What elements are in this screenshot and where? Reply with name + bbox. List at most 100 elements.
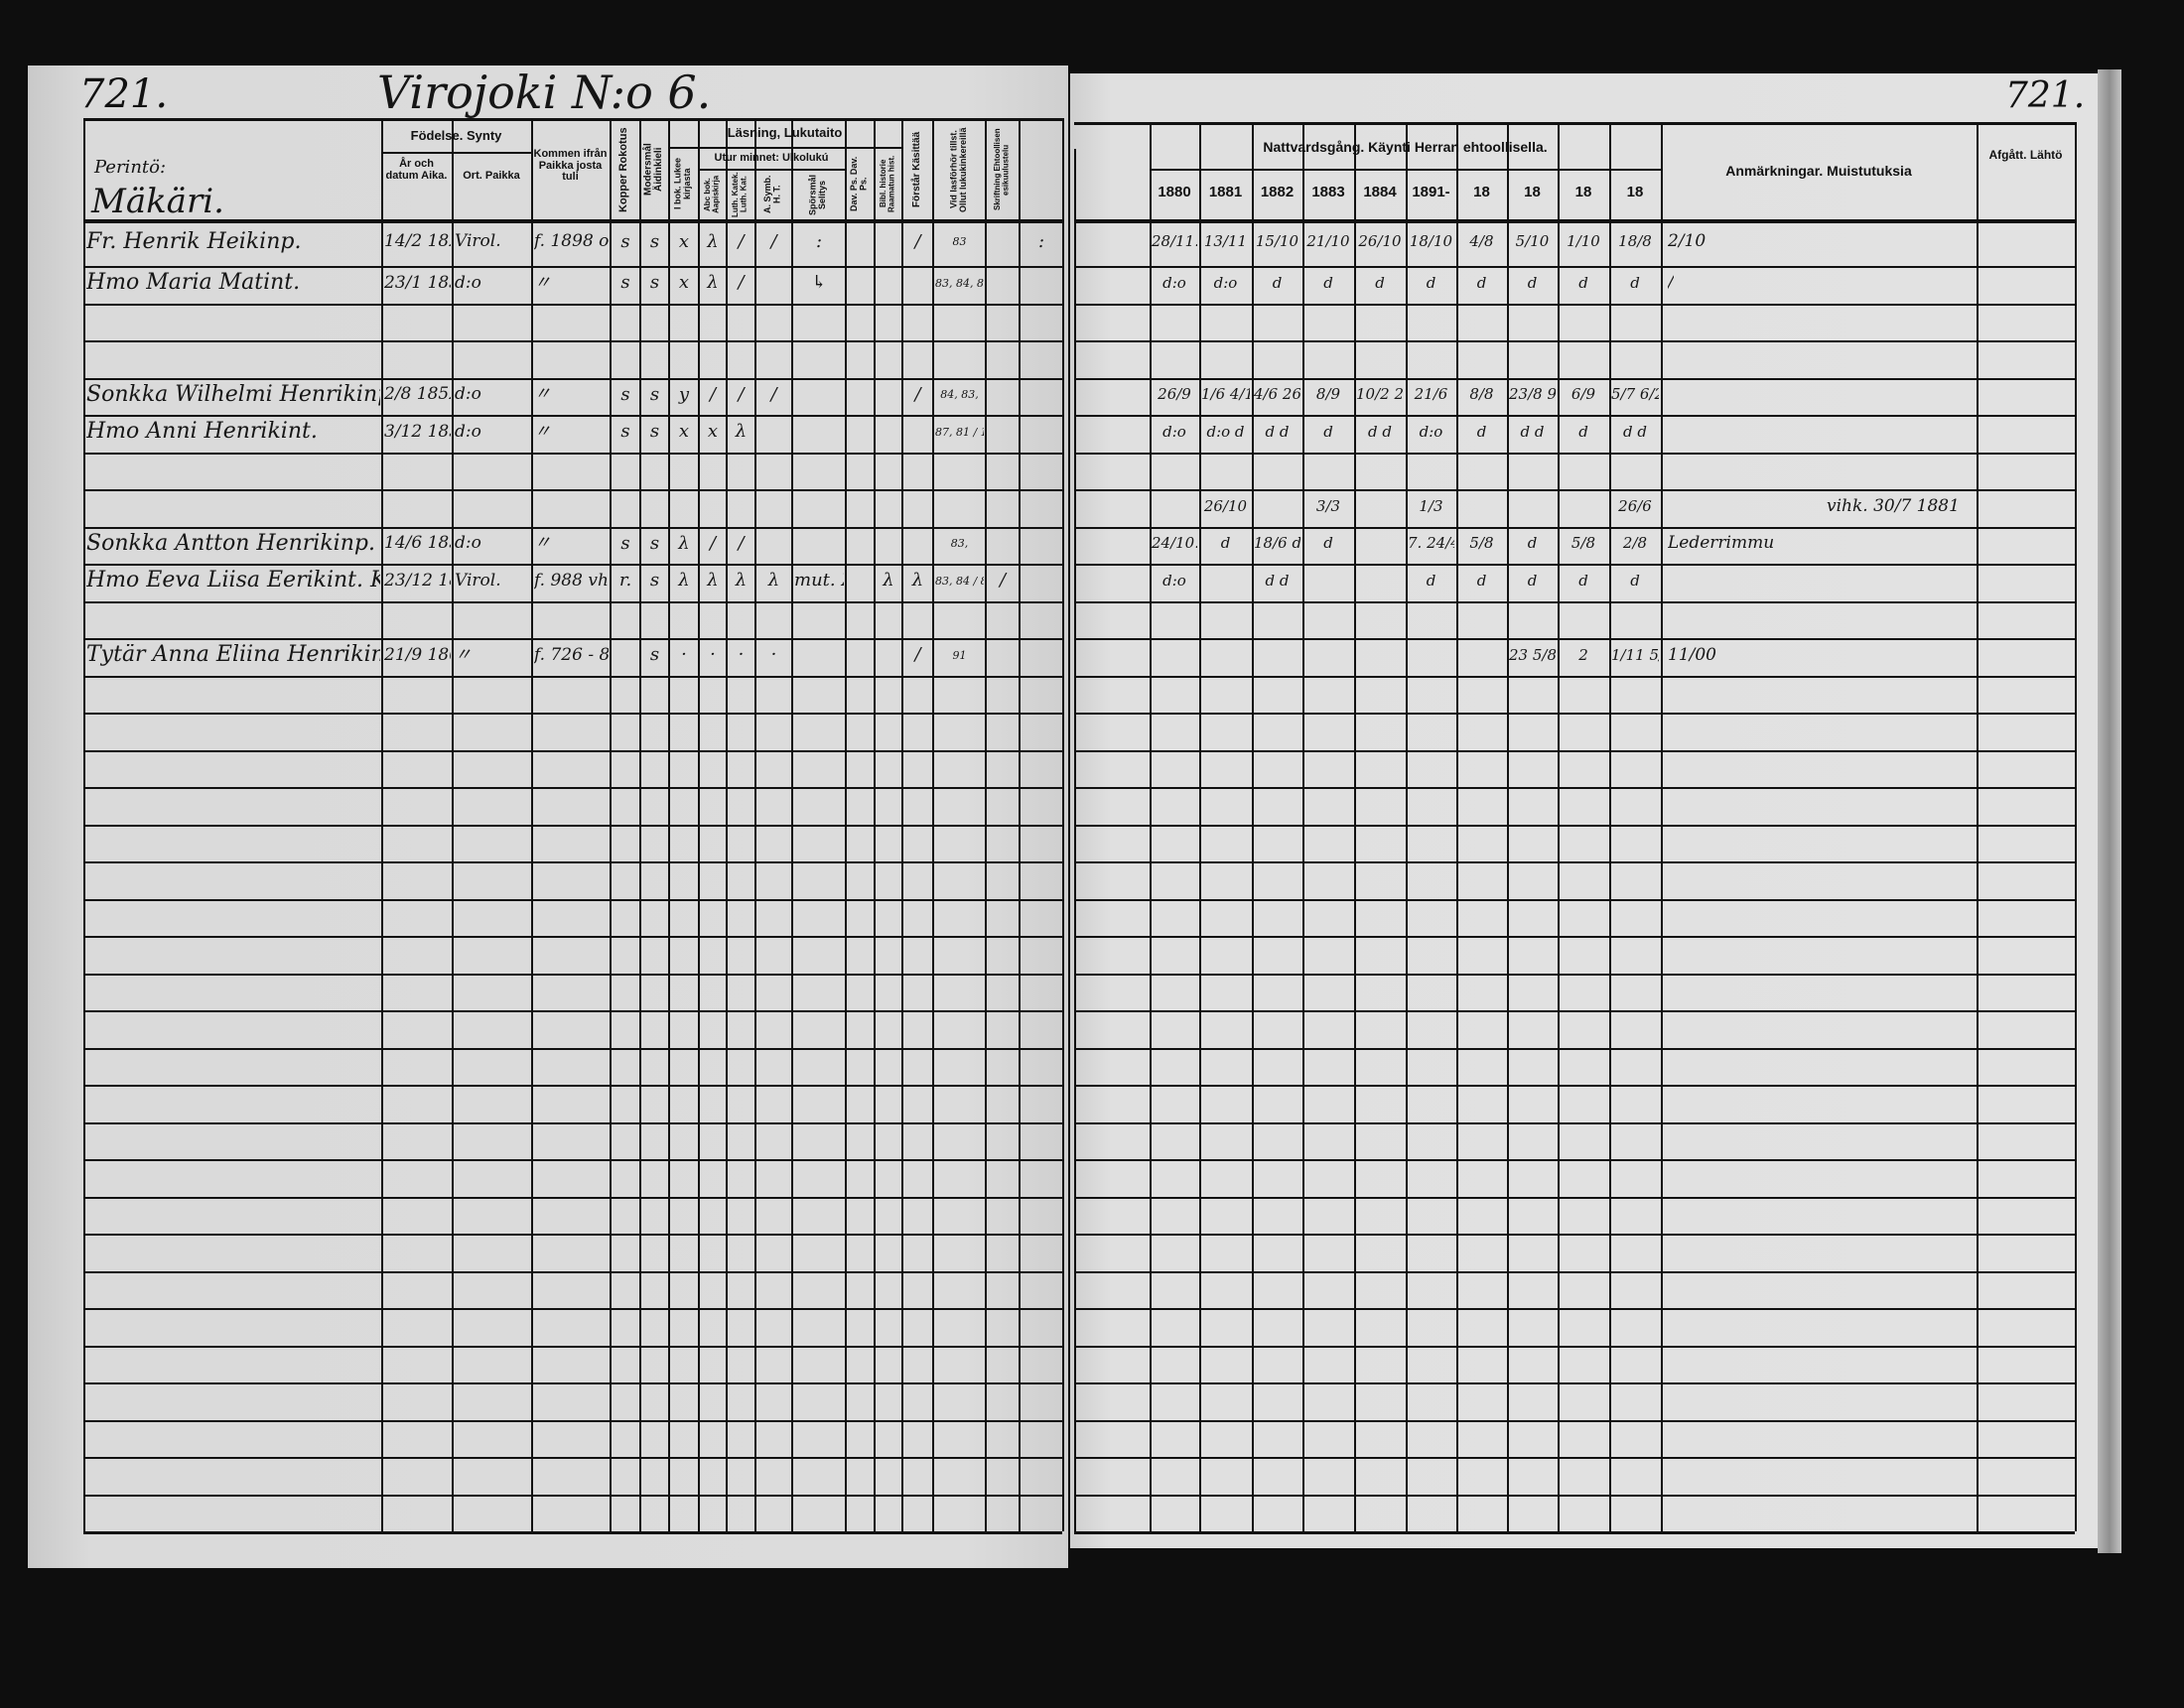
communion-date: 3/3	[1315, 498, 1341, 514]
remark: vihk. 30/7 1881	[1827, 497, 1960, 515]
communion-date: 7. 24/4	[1408, 536, 1454, 551]
book-edge	[2098, 69, 2121, 1553]
communion-date: 5/8	[1469, 536, 1494, 551]
entry-cell: 〃	[534, 386, 551, 403]
row-rule	[1074, 1122, 2075, 1124]
row-rule	[83, 825, 1062, 827]
left-page	[28, 66, 1068, 1568]
row-rule	[83, 378, 1062, 380]
remark: 11/00	[1668, 646, 1716, 664]
entry-cell: λ	[735, 572, 748, 590]
communion-date: 2/8	[1622, 536, 1648, 551]
row-rule	[1074, 1346, 2075, 1348]
entry-cell: 〃	[534, 274, 551, 292]
remark: /	[1668, 274, 1674, 292]
communion-date: d:o d	[1206, 424, 1245, 440]
entry-cell: d:o	[455, 535, 481, 552]
row-rule	[1074, 638, 2075, 640]
column-rule	[1199, 122, 1201, 1531]
row-rule	[1074, 1048, 2075, 1050]
communion-date: d	[1272, 275, 1283, 291]
table-top-rule	[1074, 122, 2075, 125]
communion-date: d	[1426, 573, 1436, 589]
entry-cell: s	[620, 534, 630, 553]
header-a-symb: A. Symb. H. T.	[762, 175, 782, 214]
entry-cell: s	[620, 423, 630, 441]
column-rule	[1354, 122, 1356, 1531]
entry-cell: d:o	[455, 423, 481, 441]
right-page	[1070, 73, 2098, 1548]
row-rule	[1074, 415, 2075, 417]
row-rule	[1074, 974, 2075, 976]
row-rule	[83, 564, 1062, 566]
entry-cell: 83, 84, 85 / 96	[935, 277, 984, 289]
person-name: Hmo Anni Henrikint.	[86, 421, 318, 443]
communion-date: 26/10	[1358, 234, 1402, 249]
entry-cell: :	[1037, 232, 1045, 251]
entry-cell: /	[914, 232, 921, 251]
rule-line	[1150, 169, 1661, 171]
row-rule	[83, 489, 1062, 491]
communion-date: d	[1630, 573, 1640, 589]
row-rule	[83, 1420, 1062, 1422]
communion-date: 18/8	[1618, 234, 1652, 249]
entry-cell: 84, 83,	[940, 389, 979, 400]
entry-cell: s	[620, 274, 630, 292]
row-rule	[1074, 1495, 2075, 1497]
entry-cell: r.	[618, 572, 632, 590]
communion-date: d	[1527, 573, 1538, 589]
communion-date: 26/10	[1203, 498, 1248, 514]
communion-date: d d	[1265, 573, 1290, 589]
row-rule	[83, 266, 1062, 268]
communion-date: 8/8	[1469, 387, 1494, 402]
row-rule	[1074, 1010, 2075, 1012]
entry-cell: 87, 81 / 10	[935, 426, 984, 438]
communion-date: d	[1630, 275, 1640, 291]
communion-date: d:o	[1162, 424, 1186, 440]
year-header: 1884	[1363, 184, 1397, 200]
communion-date: 1/6 4/12	[1201, 387, 1250, 402]
communion-date: d	[1527, 275, 1538, 291]
communion-date: d d	[1368, 424, 1392, 440]
entry-cell: 23/1 1839	[384, 274, 451, 292]
row-rule	[83, 676, 1062, 678]
person-name: Fr. Henrik Heikinp.	[86, 230, 302, 253]
rule-line	[698, 169, 845, 171]
entry-cell: f. 726 - 86	[534, 646, 609, 664]
village-title: Virojoki N:o 6.	[377, 66, 712, 119]
entry-cell: s	[620, 385, 630, 404]
header-fodelse: Födelse. Synty	[410, 128, 502, 144]
year-header: 18	[1626, 184, 1644, 200]
header-dav-ps: Dav. Ps. Dav. Ps.	[849, 156, 869, 211]
entry-cell: d:o	[455, 274, 481, 292]
entry-cell: f. 1898 ok.	[534, 233, 609, 250]
year-header: 18	[1574, 184, 1592, 200]
owner-label: Perintö:	[94, 157, 167, 178]
communion-date: 5/10	[1515, 234, 1550, 249]
remark: 2/10	[1668, 233, 1706, 250]
row-rule	[83, 453, 1062, 455]
column-rule	[1074, 149, 1076, 1531]
entry-cell: ·	[710, 646, 716, 664]
communion-date: 13/11	[1203, 234, 1248, 249]
entry-cell: /	[738, 274, 745, 292]
row-rule	[1074, 564, 2075, 566]
entry-cell: s	[649, 232, 660, 251]
row-rule	[83, 601, 1062, 603]
communion-date: 1/10	[1567, 234, 1600, 249]
entry-cell: :	[815, 232, 823, 251]
year-header: 1881	[1208, 184, 1243, 200]
communion-date: 5/8	[1570, 536, 1596, 551]
entry-cell: 〃	[455, 646, 472, 664]
header-nattvardsgang: Nattvardsgång. Käynti Herran ehtoollisel…	[1263, 138, 1548, 155]
row-rule	[83, 1495, 1062, 1497]
row-rule	[83, 527, 1062, 529]
row-rule	[83, 638, 1062, 640]
year-header: 18	[1524, 184, 1541, 200]
table-top-rule	[83, 118, 1062, 121]
entry-cell: λ	[707, 232, 719, 251]
header-vid-lasforhor: Vid lasförhör tillst. Ollut lukukinkerei…	[948, 127, 968, 212]
communion-date: 21/6	[1414, 387, 1448, 402]
communion-date: 4/6 26/11	[1254, 387, 1300, 402]
row-rule	[83, 340, 1062, 342]
